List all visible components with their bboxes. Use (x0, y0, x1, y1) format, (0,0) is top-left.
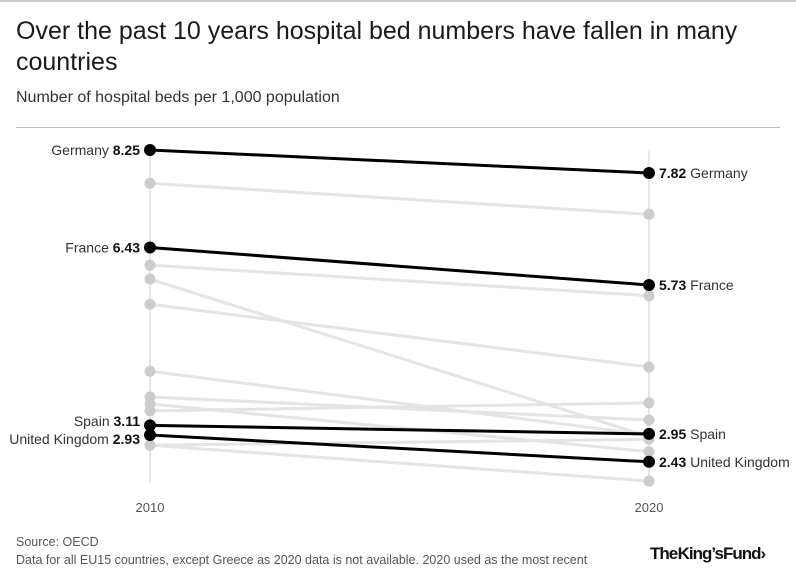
data-point (643, 290, 655, 302)
series-line-highlight (149, 148, 650, 175)
series-line (149, 181, 650, 216)
value-label: 2.43 (659, 454, 686, 470)
x-tick-label: 2010 (136, 500, 165, 515)
data-label: Spain 3.11 (74, 413, 140, 429)
data-point (643, 446, 655, 458)
data-label: 2.95 Spain (659, 426, 726, 442)
chart-title: Over the past 10 years hospital bed numb… (16, 17, 738, 76)
data-label: 5.73 France (659, 277, 734, 293)
series-name: United Kingdom (690, 454, 790, 470)
data-point (643, 208, 655, 220)
series-line (149, 263, 650, 298)
data-point-highlight (144, 419, 156, 432)
x-tick-label: 2020 (635, 500, 664, 515)
value-label: 3.11 (114, 413, 141, 429)
top-border (0, 0, 796, 2)
data-label: France 6.43 (65, 240, 140, 256)
data-point (144, 439, 156, 451)
data-point-highlight (643, 167, 655, 180)
value-label: 8.25 (113, 142, 140, 158)
data-point-highlight (144, 144, 156, 156)
data-point (643, 397, 655, 409)
data-note: Data for all EU15 countries, except Gree… (16, 553, 588, 567)
series-name: Germany (51, 142, 109, 158)
series-name: United Kingdom (9, 431, 109, 447)
data-point-highlight (144, 241, 156, 254)
value-label: 7.82 (659, 165, 686, 181)
data-label: 2.43 United Kingdom (659, 454, 790, 470)
data-point-highlight (643, 455, 655, 468)
data-point-highlight (144, 429, 156, 441)
data-point (144, 365, 156, 377)
value-label: 5.73 (659, 277, 686, 293)
series-line (149, 395, 650, 422)
series-name: Germany (690, 165, 748, 181)
series-line (149, 302, 650, 369)
data-label: 7.82 Germany (659, 165, 748, 181)
data-point (144, 273, 156, 285)
data-point (643, 414, 655, 426)
series-name: Spain (690, 426, 726, 442)
value-label: 2.95 (659, 426, 686, 442)
data-point (144, 177, 156, 189)
data-point (144, 398, 156, 410)
series-line (149, 369, 650, 437)
series-line (149, 277, 650, 439)
series-line (149, 402, 650, 454)
series-line (149, 443, 650, 483)
data-point-highlight (643, 279, 655, 291)
data-point-highlight (643, 427, 655, 440)
series-line-highlight (149, 433, 650, 464)
series-line-highlight (149, 246, 650, 287)
series-line-highlight (149, 423, 650, 436)
data-point (643, 475, 655, 487)
divider (16, 127, 780, 128)
value-label: 6.43 (113, 240, 140, 256)
series-name: Spain (74, 413, 110, 429)
source-note: Source: OECD (16, 535, 99, 549)
chart-subtitle: Number of hospital beds per 1,000 popula… (16, 89, 340, 106)
kings-fund-logo: The King’sFund› (650, 544, 766, 563)
series-line (149, 437, 650, 447)
data-point (144, 259, 156, 271)
value-label: 2.93 (113, 431, 140, 447)
data-label: United Kingdom 2.93 (9, 431, 140, 447)
data-point (643, 361, 655, 373)
series-line (149, 401, 650, 413)
series-name: France (690, 277, 734, 293)
data-point (144, 298, 156, 310)
data-label: Germany 8.25 (51, 142, 140, 158)
series-name: France (65, 240, 109, 256)
